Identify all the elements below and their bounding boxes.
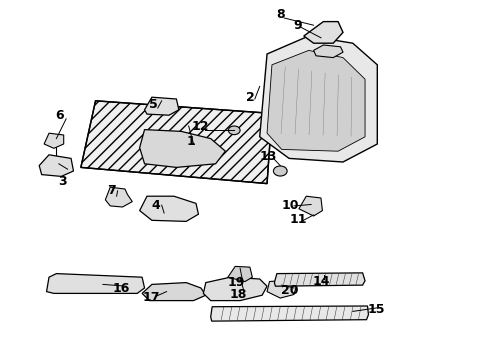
Polygon shape [274,273,365,286]
Polygon shape [314,45,343,58]
Polygon shape [44,133,64,148]
Text: 7: 7 [107,184,116,197]
Polygon shape [203,277,267,301]
Text: 13: 13 [260,150,277,163]
Text: 14: 14 [312,275,330,288]
Text: 2: 2 [245,91,254,104]
Text: 6: 6 [55,109,64,122]
Polygon shape [140,130,225,167]
Text: 20: 20 [281,284,299,297]
Polygon shape [145,97,179,115]
Text: 18: 18 [230,288,247,301]
Polygon shape [105,187,132,207]
Text: 11: 11 [289,213,307,226]
Circle shape [228,126,240,135]
Text: 19: 19 [228,276,245,289]
Text: 16: 16 [113,282,130,295]
Polygon shape [267,50,365,151]
Polygon shape [304,22,343,43]
Polygon shape [211,306,368,321]
Polygon shape [299,196,322,216]
Text: 1: 1 [187,135,196,148]
Text: 9: 9 [294,19,302,32]
Text: 8: 8 [276,8,285,21]
Polygon shape [39,155,74,176]
Text: 17: 17 [142,291,160,304]
Circle shape [273,166,287,176]
Polygon shape [81,101,272,184]
Text: 3: 3 [58,175,67,188]
Text: 5: 5 [148,98,157,111]
Polygon shape [260,36,377,162]
Polygon shape [142,283,206,301]
Text: 15: 15 [368,303,385,316]
Polygon shape [228,266,252,282]
Text: 4: 4 [151,199,160,212]
Text: 10: 10 [282,199,299,212]
Polygon shape [47,274,145,293]
Polygon shape [267,280,296,298]
Text: 12: 12 [191,120,209,133]
Polygon shape [140,196,198,221]
